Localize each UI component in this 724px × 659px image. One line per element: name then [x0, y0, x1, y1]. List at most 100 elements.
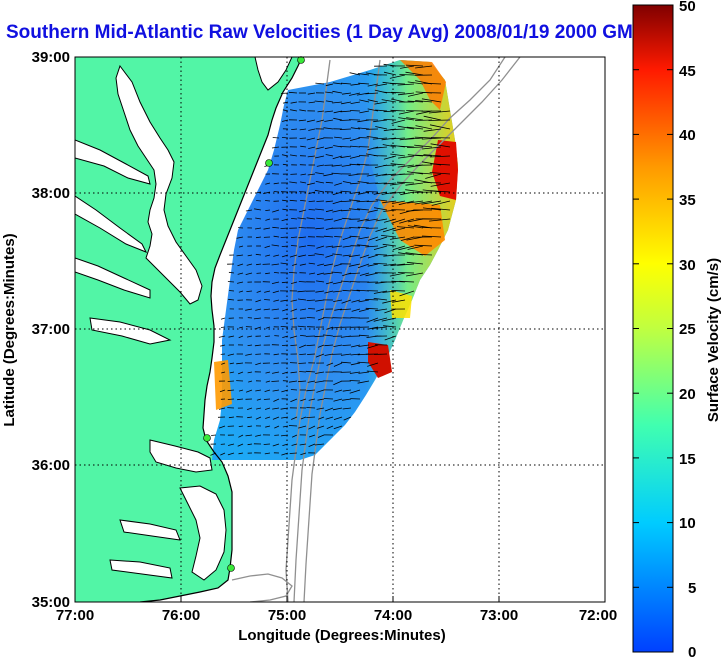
- colorbar-tick-label: 30: [679, 257, 696, 274]
- current-vector: [357, 380, 370, 384]
- current-vector: [292, 263, 298, 266]
- current-vector: [389, 182, 406, 186]
- current-vector: [392, 227, 406, 232]
- current-vector: [430, 143, 451, 148]
- current-vector: [299, 443, 307, 446]
- current-vector: [375, 126, 388, 130]
- current-vector: [246, 263, 253, 266]
- current-vector: [229, 362, 235, 365]
- current-vector: [390, 109, 406, 112]
- radar-station-marker: [265, 159, 273, 167]
- current-vector: [359, 254, 370, 259]
- current-vector: [342, 407, 352, 410]
- current-vector: [227, 452, 235, 456]
- current-vector: [254, 227, 262, 230]
- current-vector: [359, 99, 370, 103]
- current-vector: [406, 236, 424, 241]
- current-vector: [314, 380, 325, 383]
- current-vector: [406, 261, 424, 265]
- current-vector: [392, 299, 406, 303]
- current-vector: [373, 263, 388, 265]
- current-vector: [237, 371, 244, 375]
- current-vector: [280, 326, 289, 328]
- current-vector: [315, 308, 325, 312]
- current-vector: [359, 155, 370, 157]
- current-vector: [228, 335, 235, 338]
- current-vector: [272, 371, 280, 374]
- current-vector: [429, 155, 451, 158]
- current-vector: [317, 398, 325, 401]
- current-vector: [220, 452, 226, 456]
- current-vector: [247, 254, 253, 257]
- current-vector: [229, 371, 235, 374]
- current-vector: [237, 398, 244, 401]
- current-vector: [349, 155, 361, 159]
- current-vector: [332, 101, 343, 104]
- current-vector: [324, 146, 334, 150]
- current-vector: [290, 371, 298, 374]
- current-vector: [227, 281, 235, 283]
- current-vector: [398, 145, 415, 148]
- current-vector: [429, 172, 451, 175]
- current-vector: [383, 263, 397, 266]
- current-vector: [381, 137, 397, 141]
- x-tick-label: 75:00: [268, 607, 306, 624]
- y-tick-label: 36:00: [32, 457, 70, 474]
- colorbar-ticks: [633, 4, 673, 653]
- current-vector: [273, 398, 280, 402]
- current-vector: [265, 272, 271, 275]
- current-vector: [325, 154, 334, 157]
- current-vector: [281, 137, 289, 139]
- current-vector: [289, 452, 298, 454]
- current-vector: [339, 146, 352, 148]
- current-vector: [373, 245, 388, 250]
- current-vector: [290, 317, 298, 320]
- current-vector: [349, 235, 361, 238]
- current-vector: [324, 110, 334, 113]
- current-vector: [291, 218, 298, 220]
- current-vector: [381, 99, 397, 103]
- current-vector: [300, 452, 307, 456]
- current-vector: [288, 380, 298, 383]
- current-vector: [238, 335, 244, 339]
- current-vector: [308, 434, 316, 438]
- current-vector: [423, 182, 442, 184]
- current-vector: [428, 110, 451, 114]
- current-vector: [316, 217, 325, 220]
- current-vector: [334, 389, 343, 393]
- current-vector: [298, 209, 307, 213]
- current-vector: [342, 137, 352, 140]
- current-vector: [349, 208, 361, 211]
- current-vector: [348, 254, 361, 258]
- current-vector: [413, 253, 433, 256]
- current-vector: [315, 208, 325, 211]
- current-vector: [421, 137, 442, 140]
- current-vector: [265, 371, 271, 374]
- current-vector: [349, 199, 361, 202]
- current-vector: [414, 172, 433, 175]
- current-vector: [339, 119, 352, 121]
- current-vector: [299, 109, 307, 112]
- current-vector: [358, 82, 370, 85]
- current-vector: [366, 370, 379, 373]
- current-vector: [272, 407, 280, 410]
- current-vector: [282, 109, 289, 112]
- current-vector: [397, 83, 415, 86]
- current-vector: [309, 272, 316, 275]
- current-vector: [349, 72, 361, 76]
- current-vector: [307, 182, 316, 186]
- current-vector: [299, 263, 307, 266]
- current-vector: [245, 272, 253, 275]
- current-vector: [271, 308, 280, 311]
- current-vector: [391, 119, 406, 124]
- colorbar-tick-label: 50: [679, 0, 696, 15]
- current-vector: [308, 254, 316, 256]
- current-vector: [317, 434, 325, 438]
- current-vector: [256, 290, 262, 293]
- nc-river: [109, 559, 173, 579]
- current-vector: [334, 182, 343, 186]
- current-vector: [307, 245, 316, 247]
- current-vector: [255, 308, 262, 311]
- current-vector: [323, 235, 334, 238]
- current-vector: [274, 425, 280, 429]
